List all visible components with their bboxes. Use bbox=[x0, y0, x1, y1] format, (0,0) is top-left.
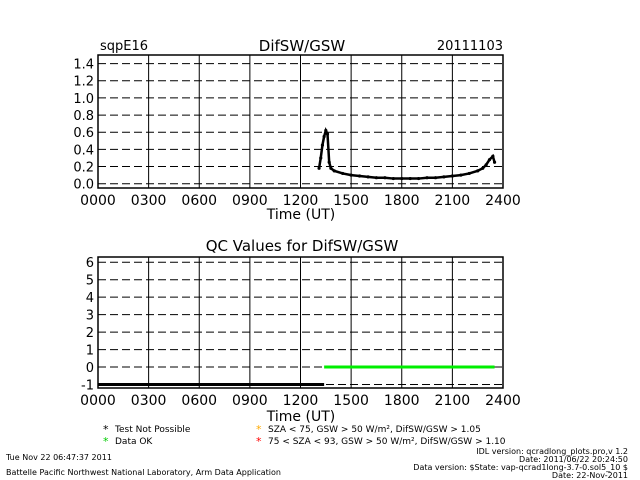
legend-label: 75 < SZA < 93, GSW > 50 W/m², DifSW/GSW … bbox=[268, 437, 506, 447]
x-tick-label: 0600 bbox=[181, 193, 217, 209]
footer-idl-version: IDL version: qcradlong_plots.pro,v 1.2 bbox=[476, 447, 628, 456]
x-tick-label: 1500 bbox=[333, 193, 369, 209]
series-difsw-gsw bbox=[317, 127, 497, 181]
footer-timestamp: Tue Nov 22 06:47:37 2011 bbox=[5, 453, 112, 462]
y-tick-label: 1.0 bbox=[73, 92, 94, 107]
y-tick-label: 1.2 bbox=[73, 75, 94, 90]
legend-symbol: * bbox=[103, 423, 109, 436]
x-tick-label: 2100 bbox=[435, 393, 471, 409]
x-axis-label-top: Time (UT) bbox=[266, 207, 335, 223]
footer-data-date: Date: 22-Nov-2011 bbox=[552, 471, 628, 480]
legend-item-test-not-possible: * Test Not Possible bbox=[103, 423, 191, 436]
y-tick-label: 0.2 bbox=[73, 161, 94, 176]
qc-chart-title: QC Values for DifSW/GSW bbox=[206, 237, 399, 255]
y-tick-label: 2 bbox=[86, 326, 94, 341]
legend-item-sza-below-75: * SZA < 75, GSW > 50 W/m², DifSW/GSW > 1… bbox=[256, 423, 481, 436]
x-tick-label: 2400 bbox=[485, 193, 521, 209]
legend-symbol: * bbox=[256, 423, 262, 436]
x-tick-label: 2100 bbox=[435, 193, 471, 209]
x-tick-label: 0300 bbox=[131, 393, 167, 409]
y-tick-label: 1 bbox=[86, 344, 94, 359]
x-axis-label-bottom: Time (UT) bbox=[266, 409, 335, 425]
series-qc-values bbox=[98, 365, 495, 387]
x-tick-label: 0300 bbox=[131, 193, 167, 209]
x-tick-label: 1800 bbox=[384, 193, 420, 209]
footer-data-version: Data version: $State: vap-qcrad1long-3.7… bbox=[413, 463, 628, 472]
x-tick-label: 0900 bbox=[232, 193, 268, 209]
footer-idl-date: Date: 2011/06/22 20:24:50 bbox=[519, 455, 628, 464]
y-tick-labels-bottom: -1 0 1 2 3 4 5 6 bbox=[81, 256, 94, 393]
x-tick-label: 0600 bbox=[181, 393, 217, 409]
x-tick-label: 0900 bbox=[232, 393, 268, 409]
legend-symbol: * bbox=[103, 435, 109, 448]
x-tick-label: 1500 bbox=[333, 393, 369, 409]
legend-label: Test Not Possible bbox=[114, 425, 191, 435]
y-tick-label: 0 bbox=[86, 361, 94, 376]
footer-organization: Battelle Pacific Northwest National Labo… bbox=[6, 468, 281, 477]
x-tick-label: 1200 bbox=[283, 393, 319, 409]
x-tick-label: 2400 bbox=[485, 393, 521, 409]
qc-values-panel: QC Values for DifSW/GSW -1 0 1 2 3 4 5 6 0000 03… bbox=[80, 237, 521, 425]
y-tick-label: 0.8 bbox=[73, 109, 94, 124]
y-tick-label: 3 bbox=[86, 309, 94, 324]
x-tick-label: 1800 bbox=[384, 393, 420, 409]
legend-symbol: * bbox=[256, 435, 262, 448]
chart-title: DifSW/GSW bbox=[259, 37, 346, 55]
x-tick-label: 1200 bbox=[283, 193, 319, 209]
x-tick-label: 0000 bbox=[80, 393, 116, 409]
y-tick-label: 4 bbox=[86, 291, 94, 306]
y-tick-label: 6 bbox=[86, 256, 94, 271]
y-tick-label: 1.4 bbox=[73, 58, 94, 73]
site-label: sqpE16 bbox=[100, 39, 148, 54]
x-tick-labels-bottom: 0000 0300 0600 0900 1200 1500 1800 2100 2400 bbox=[80, 393, 521, 409]
difsw-gsw-panel: sqpE16 DifSW/GSW 20111103 0.00.20.40.60.… bbox=[73, 37, 521, 223]
x-tick-label: 0000 bbox=[80, 193, 116, 209]
y-tick-label: 0.4 bbox=[73, 143, 94, 158]
y-tick-label: 0.6 bbox=[73, 126, 94, 141]
legend-label: Data OK bbox=[115, 437, 153, 447]
x-tick-labels-top: 0000 0300 0600 0900 1200 1500 1800 2100 2400 bbox=[80, 193, 521, 209]
y-tick-labels-top: 0.0 0.2 0.4 0.6 0.8 1.0 1.2 1.4 bbox=[73, 58, 94, 193]
y-tick-label: 5 bbox=[86, 274, 94, 289]
date-label: 20111103 bbox=[437, 39, 503, 54]
y-tick-label: -1 bbox=[81, 379, 94, 394]
legend: * Test Not Possible * Data OK * SZA < 75… bbox=[103, 423, 506, 448]
series-line bbox=[317, 127, 496, 180]
grid-top bbox=[98, 55, 503, 188]
footer: Tue Nov 22 06:47:37 2011 Battelle Pacifi… bbox=[5, 447, 628, 480]
y-tick-label: 0.0 bbox=[73, 178, 94, 193]
legend-item-sza-75-93: * 75 < SZA < 93, GSW > 50 W/m², DifSW/GS… bbox=[256, 435, 506, 448]
legend-item-data-ok: * Data OK bbox=[103, 435, 153, 448]
legend-label: SZA < 75, GSW > 50 W/m², DifSW/GSW > 1.0… bbox=[268, 425, 481, 435]
